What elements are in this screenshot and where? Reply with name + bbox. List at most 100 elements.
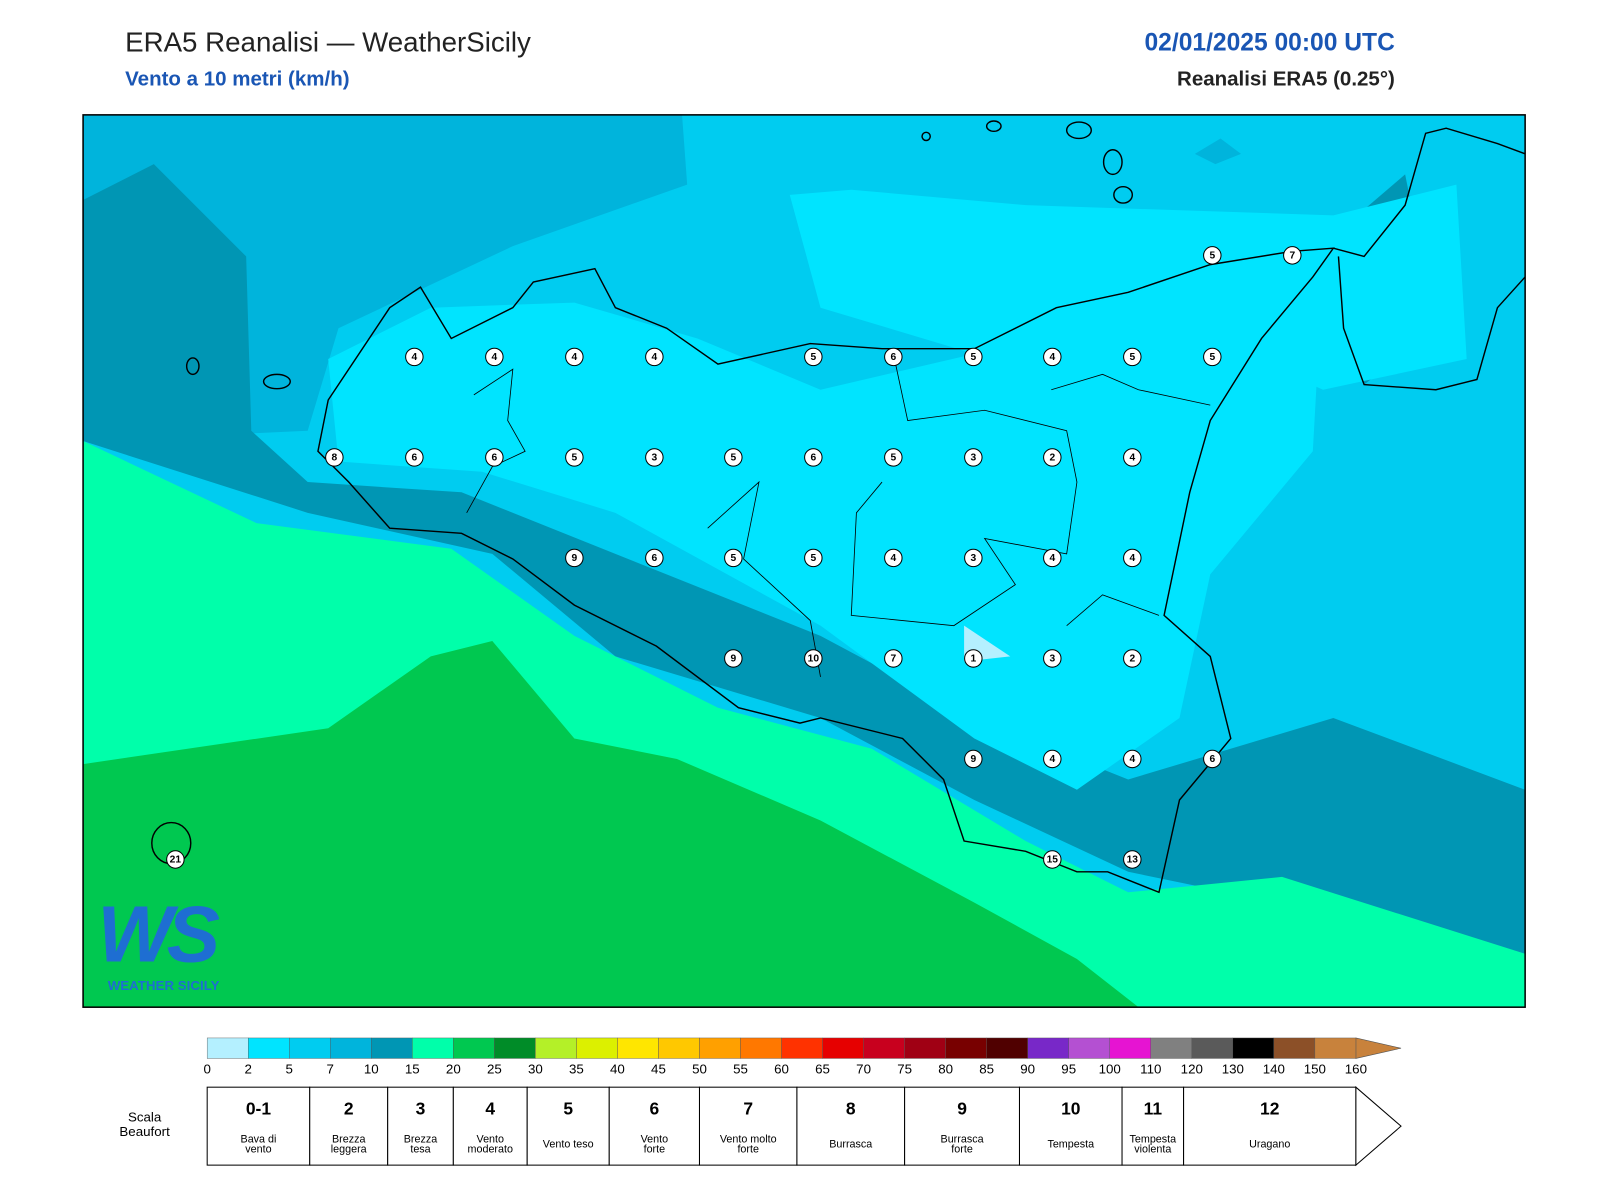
zone xyxy=(83,164,1526,954)
station-value: 4 xyxy=(890,553,896,564)
station-marker xyxy=(884,347,903,367)
map-frame xyxy=(82,114,1526,1008)
colorbar-tick-label: 95 xyxy=(1061,1061,1076,1076)
station-marker xyxy=(1123,347,1142,367)
beaufort-force: 2 xyxy=(344,1098,354,1118)
station-marker xyxy=(964,649,983,668)
colorbar-segment xyxy=(289,1037,331,1059)
logo-text: WEATHER SICILY xyxy=(108,978,220,993)
colorbar-segment xyxy=(699,1037,741,1059)
colorbar-segment xyxy=(494,1037,536,1059)
colorbar-tick-label: 160 xyxy=(1345,1061,1367,1076)
beaufort-force: 11 xyxy=(1144,1098,1163,1118)
station-marker xyxy=(1123,448,1142,467)
colorbar-tick-label: 90 xyxy=(1020,1061,1035,1076)
colorbar-tick-label: 65 xyxy=(815,1061,830,1076)
station-marker xyxy=(1123,649,1142,668)
coastline xyxy=(151,120,1526,894)
logo-mark: WS xyxy=(97,890,219,979)
station-marker xyxy=(1043,548,1062,568)
colorbar-tick-label: 30 xyxy=(528,1061,543,1076)
station-value: 6 xyxy=(412,453,418,464)
beaufort-desc: forte xyxy=(951,1144,973,1156)
beaufort-box xyxy=(206,1086,311,1166)
station-value: 7 xyxy=(890,654,896,665)
colorbar-tick-label: 75 xyxy=(897,1061,912,1076)
station-value: 3 xyxy=(652,453,658,464)
colorbar-tick-label: 7 xyxy=(327,1061,334,1076)
station-value: 21 xyxy=(170,855,182,866)
colorbar-segment xyxy=(247,1037,290,1059)
station-marker xyxy=(645,347,664,367)
station-marker xyxy=(804,448,823,467)
station-marker xyxy=(724,649,743,668)
beaufort-desc: violenta xyxy=(1134,1144,1171,1156)
zone xyxy=(83,641,1139,1008)
station-marker xyxy=(964,749,983,769)
beaufort-desc: leggera xyxy=(331,1144,367,1156)
colorbar-segment xyxy=(617,1037,659,1059)
colorbar-segment xyxy=(863,1037,905,1059)
station-value: 4 xyxy=(1049,754,1055,765)
zone xyxy=(1194,138,1242,165)
colorbar-tick-label: 100 xyxy=(1099,1061,1121,1076)
station-marker xyxy=(1203,347,1222,367)
beaufort-desc: Bava di xyxy=(241,1133,277,1145)
colorbar-segment xyxy=(412,1037,454,1059)
zone xyxy=(789,184,1467,390)
station-value: 5 xyxy=(1209,251,1215,262)
beaufort-desc: moderato xyxy=(468,1144,513,1156)
station-value: 5 xyxy=(730,453,736,464)
colorbar-tick-label: 85 xyxy=(979,1061,994,1076)
beaufort-force: 8 xyxy=(846,1098,856,1118)
colorbar-tick-label: 120 xyxy=(1181,1061,1203,1076)
colorbar-segment xyxy=(986,1037,1028,1059)
station-marker xyxy=(1043,649,1062,668)
beaufort-desc: Tempesta xyxy=(1047,1138,1094,1150)
station-marker xyxy=(724,448,743,467)
station-value: 6 xyxy=(652,553,658,564)
station-marker xyxy=(1043,347,1062,367)
colorbar-tick-label: 40 xyxy=(610,1061,625,1076)
station-marker xyxy=(1203,749,1222,769)
beaufort-force: 10 xyxy=(1061,1098,1080,1118)
station-value: 6 xyxy=(1209,754,1215,765)
beaufort-desc: forte xyxy=(737,1144,759,1156)
station-value: 4 xyxy=(1129,453,1135,464)
colorbar-segment xyxy=(904,1037,946,1059)
beaufort-desc: vento xyxy=(245,1144,271,1156)
station-marker xyxy=(645,548,664,568)
beaufort-desc: Tempesta xyxy=(1130,1133,1177,1145)
station-marker xyxy=(964,347,983,367)
beaufort-arrow xyxy=(1355,1086,1402,1167)
colorbar-tick-label: 50 xyxy=(692,1061,707,1076)
beaufort-desc: Vento molto xyxy=(720,1133,777,1145)
station-marker xyxy=(804,548,823,568)
station-value: 3 xyxy=(1049,654,1055,665)
colorbar-segment xyxy=(576,1037,618,1059)
station-marker xyxy=(645,448,664,467)
beaufort-box xyxy=(526,1086,610,1166)
colorbar-segment xyxy=(1191,1037,1234,1059)
station-marker xyxy=(1043,749,1062,769)
station-marker xyxy=(1123,749,1142,769)
colorbar-segment xyxy=(740,1037,782,1059)
beaufort-force: 12 xyxy=(1260,1098,1279,1118)
station-value: 6 xyxy=(492,453,498,464)
beaufort-box xyxy=(796,1086,906,1166)
colorbar-segment xyxy=(945,1037,987,1059)
beaufort-desc: Vento xyxy=(641,1133,669,1145)
colorbar-tick-label: 80 xyxy=(938,1061,953,1076)
colorbar-segment xyxy=(330,1037,372,1059)
station-value: 9 xyxy=(572,553,578,564)
station-value: 4 xyxy=(412,352,418,363)
colorbar-segment xyxy=(1232,1037,1275,1059)
station-marker xyxy=(1043,850,1062,869)
beaufort-label: Scala xyxy=(128,1109,162,1124)
colorbar-tick-label: 140 xyxy=(1263,1061,1285,1076)
colorbar-tick-label: 70 xyxy=(856,1061,871,1076)
station-value: 4 xyxy=(1049,352,1055,363)
station-value: 4 xyxy=(1049,553,1055,564)
beaufort-force: 7 xyxy=(743,1098,753,1118)
